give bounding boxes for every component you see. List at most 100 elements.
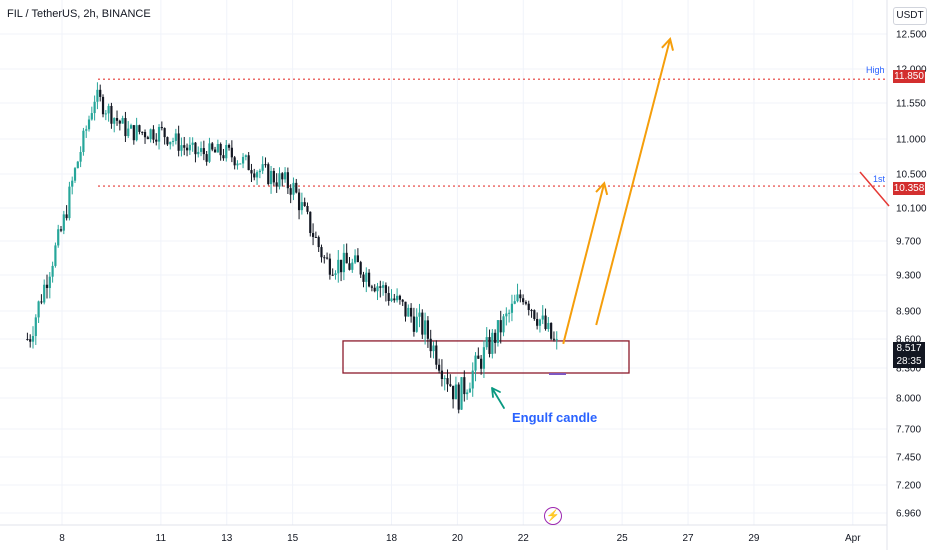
candle-body: [180, 145, 183, 151]
candle-body: [90, 113, 93, 120]
candle-body: [527, 303, 530, 311]
chart-title: FIL / TetherUS, 2h, BINANCE: [7, 8, 151, 20]
level-lines[interactable]: [98, 78, 887, 187]
candle-body: [57, 229, 60, 246]
projection-arrow-1[interactable]: [562, 183, 606, 345]
y-tick-label: 8.900: [896, 307, 921, 318]
candle-body: [356, 255, 359, 263]
candle-body: [485, 337, 488, 348]
candle-body: [524, 302, 528, 304]
candle-body: [373, 287, 376, 292]
candle-body: [314, 236, 317, 238]
candle-body: [482, 347, 486, 369]
candle-body: [37, 301, 40, 318]
candle-body: [71, 180, 74, 187]
candle-body: [555, 339, 558, 341]
candle-body: [418, 312, 421, 317]
candle-body: [76, 161, 79, 169]
candle-body: [135, 125, 138, 141]
candle-body: [334, 273, 337, 275]
candle-body: [269, 170, 273, 185]
candle-body: [480, 358, 483, 369]
y-tick-label: 8.300: [896, 364, 921, 375]
candle-body: [87, 119, 91, 130]
candle-body: [351, 262, 354, 270]
candle-body: [79, 152, 82, 162]
candle-body: [300, 202, 303, 211]
candle-body: [446, 378, 449, 385]
candle-body: [396, 295, 399, 301]
candle-body: [110, 105, 113, 124]
high-price-tag: 11.850: [893, 70, 925, 83]
candle-body: [93, 101, 96, 114]
candle-body: [236, 163, 239, 166]
candles: [26, 82, 558, 414]
candle-body: [199, 148, 203, 152]
x-tick-label: Apr: [845, 533, 861, 544]
candle-body: [239, 163, 242, 165]
projection-arrows[interactable]: [562, 36, 675, 345]
candle-body: [34, 317, 37, 337]
candle-body: [295, 182, 298, 193]
candle-body: [505, 313, 508, 317]
candle-body: [267, 164, 270, 185]
y-tick-label: 11.000: [896, 135, 926, 146]
candle-body: [297, 192, 301, 211]
candle-body: [225, 145, 228, 159]
candle-body: [353, 255, 357, 263]
candle-body: [104, 113, 107, 115]
candle-body: [264, 164, 267, 166]
flash-icon[interactable]: ⚡: [544, 507, 562, 525]
y-tick-label: 7.200: [896, 481, 921, 492]
candle-body: [376, 286, 379, 292]
candle-body: [213, 149, 217, 153]
candle-body: [393, 298, 396, 301]
candle-body: [174, 133, 177, 141]
candle-body: [468, 388, 472, 393]
candle-body: [384, 285, 387, 294]
candle-body: [65, 214, 68, 219]
candle-body: [171, 140, 175, 142]
candle-body: [365, 272, 368, 282]
candle-body: [31, 336, 35, 342]
y-tick-label: 10.500: [896, 170, 927, 181]
candle-body: [85, 129, 88, 131]
candle-body: [306, 206, 309, 212]
candle-body: [211, 143, 214, 150]
candle-body: [230, 147, 233, 158]
candle-body: [381, 285, 385, 288]
candle-body: [152, 129, 155, 140]
candle-body: [191, 142, 194, 145]
candle-body: [163, 128, 166, 138]
candle-body: [438, 364, 441, 371]
y-tick-label: 10.100: [896, 204, 927, 215]
x-tick-label: 18: [386, 533, 398, 544]
x-tick-label: 13: [221, 533, 233, 544]
candle-body: [337, 259, 340, 274]
candle-body: [325, 257, 329, 259]
candle-body: [471, 370, 474, 389]
candle-body: [208, 143, 211, 162]
last-price-tag: 8.517: [893, 342, 925, 355]
candle-body: [82, 130, 85, 153]
price-axis[interactable]: 12.50012.00011.55011.00010.50010.1009.70…: [896, 30, 927, 520]
candle-body: [219, 143, 222, 156]
projection-arrow-2[interactable]: [595, 38, 672, 326]
candle-body: [390, 298, 393, 301]
candle-body: [474, 355, 477, 371]
candle-body: [222, 155, 225, 159]
candle-body: [499, 320, 502, 333]
candle-body: [155, 139, 158, 142]
candle-body: [502, 316, 505, 333]
candle-body: [522, 298, 525, 303]
candle-body: [491, 332, 494, 354]
candle-body: [160, 126, 163, 129]
candle-body: [348, 263, 351, 270]
candle-body: [258, 170, 261, 173]
candle-body: [412, 316, 416, 332]
currency-button[interactable]: USDT: [893, 7, 927, 25]
time-axis[interactable]: 8 11 13 15 18 20 22 25 27 29 Apr: [59, 533, 861, 544]
candle-body: [404, 301, 407, 317]
